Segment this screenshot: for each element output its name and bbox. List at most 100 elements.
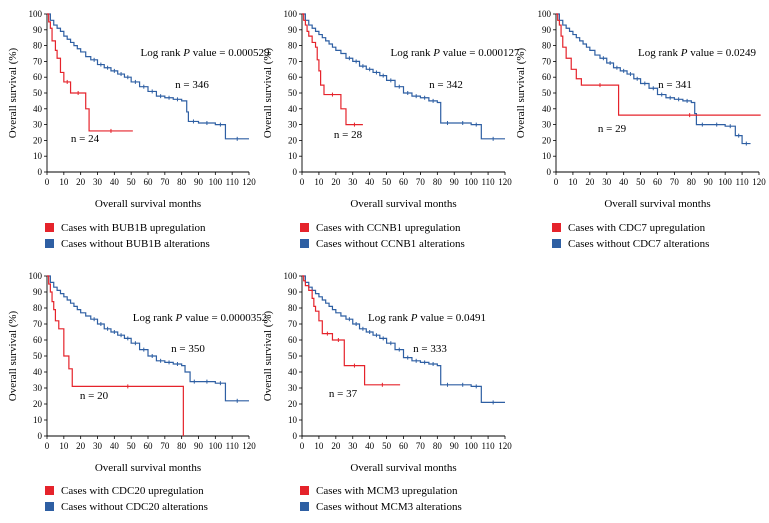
y-tick-label: 20 xyxy=(33,399,43,409)
legend-swatch-unaltered xyxy=(45,502,54,511)
x-tick-label: 0 xyxy=(300,441,305,451)
x-tick-label: 90 xyxy=(194,441,204,451)
x-tick-label: 70 xyxy=(160,177,170,187)
x-tick-label: 40 xyxy=(619,177,629,187)
legend-label-unaltered: Cases without CCNB1 alterations xyxy=(316,238,465,250)
unaltered-curve xyxy=(302,275,505,403)
y-tick-label: 0 xyxy=(293,431,298,441)
y-tick-label: 40 xyxy=(33,367,43,377)
km-panel-mcm3: 0 10 20 30 40 50 60 70 80 90 100 0 10 20 30 40 50 60 70 80 9… xyxy=(262,271,512,513)
x-tick-label: 40 xyxy=(110,177,120,187)
x-tick-label: 100 xyxy=(209,177,223,187)
n-label-unaltered: n = 346 xyxy=(175,79,209,91)
log-rank-annotation: Log rank P value = 0.000529 xyxy=(140,47,270,59)
x-tick-label: 120 xyxy=(242,177,256,187)
legend-label-upregulation: Cases with CDC20 upregulation xyxy=(61,485,204,497)
upregulation-curve xyxy=(302,13,363,126)
x-tick-label: 120 xyxy=(498,441,512,451)
x-tick-label: 40 xyxy=(365,177,375,187)
y-tick-label: 70 xyxy=(288,56,298,66)
x-tick-label: 20 xyxy=(585,177,595,187)
y-tick-label: 100 xyxy=(538,9,552,19)
x-tick-label: 120 xyxy=(752,177,766,187)
legend-label-upregulation: Cases with MCM3 upregulation xyxy=(316,485,458,497)
legend-label-unaltered: Cases without BUB1B alterations xyxy=(61,238,210,250)
legend-swatch-unaltered xyxy=(300,502,309,511)
y-tick-label: 10 xyxy=(288,151,298,161)
x-tick-label: 60 xyxy=(144,441,154,451)
x-tick-label: 70 xyxy=(416,177,426,187)
x-tick-label: 50 xyxy=(382,177,392,187)
y-tick-label: 10 xyxy=(288,415,298,425)
y-tick-label: 80 xyxy=(33,303,43,313)
n-label-unaltered: n = 333 xyxy=(413,343,447,355)
unaltered-curve xyxy=(47,13,249,140)
y-tick-label: 60 xyxy=(33,72,43,82)
x-tick-label: 30 xyxy=(93,441,103,451)
x-tick-label: 70 xyxy=(670,177,680,187)
y-axis-title: Overall survival (%) xyxy=(7,310,19,401)
x-tick-label: 10 xyxy=(314,441,324,451)
y-tick-label: 30 xyxy=(33,120,43,130)
y-axis-title: Overall survival (%) xyxy=(262,310,274,401)
y-tick-label: 0 xyxy=(547,167,552,177)
y-tick-label: 60 xyxy=(542,72,552,82)
unaltered-curve xyxy=(47,275,249,402)
y-tick-label: 70 xyxy=(33,319,43,329)
upregulation-curve xyxy=(302,275,401,386)
x-axis-title: Overall survival months xyxy=(95,198,201,210)
legend-label-upregulation: Cases with CDC7 upregulation xyxy=(568,222,706,234)
log-rank-annotation: Log rank P value = 0.0249 xyxy=(638,47,757,59)
legend-swatch-upregulation xyxy=(45,486,54,495)
y-tick-label: 30 xyxy=(288,383,298,393)
y-tick-label: 50 xyxy=(33,351,43,361)
y-tick-label: 0 xyxy=(38,431,43,441)
y-tick-label: 90 xyxy=(288,25,298,35)
x-tick-label: 80 xyxy=(177,177,187,187)
x-tick-label: 80 xyxy=(433,441,443,451)
legend-swatch-upregulation xyxy=(552,223,561,232)
y-tick-label: 100 xyxy=(29,271,43,281)
y-tick-label: 70 xyxy=(33,56,43,66)
log-rank-annotation: Log rank P value = 0.000127 xyxy=(390,47,520,59)
y-tick-label: 100 xyxy=(284,9,298,19)
y-tick-label: 20 xyxy=(288,399,298,409)
legend-label-unaltered: Cases without CDC20 alterations xyxy=(61,501,208,513)
unaltered-curve xyxy=(556,13,751,145)
y-tick-label: 50 xyxy=(288,88,298,98)
legend-swatch-unaltered xyxy=(552,239,561,248)
x-tick-label: 60 xyxy=(399,177,409,187)
y-tick-label: 50 xyxy=(288,351,298,361)
y-tick-label: 70 xyxy=(542,56,552,66)
x-tick-label: 20 xyxy=(76,177,86,187)
x-tick-label: 80 xyxy=(433,177,443,187)
x-tick-label: 110 xyxy=(481,177,495,187)
x-tick-label: 50 xyxy=(382,441,392,451)
km-panel-cdc7: 0 10 20 30 40 50 60 70 80 90 100 0 10 20 30 40 50 60 70 80 9… xyxy=(515,9,766,250)
legend-swatch-upregulation xyxy=(300,486,309,495)
legend-swatch-unaltered xyxy=(300,239,309,248)
x-tick-label: 30 xyxy=(348,441,358,451)
x-tick-label: 10 xyxy=(59,441,69,451)
y-tick-label: 90 xyxy=(288,287,298,297)
x-tick-label: 50 xyxy=(127,177,137,187)
km-panel-cdc20: 0 10 20 30 40 50 60 70 80 90 100 0 10 20 30 40 50 60 70 80 9… xyxy=(7,271,267,513)
y-tick-label: 10 xyxy=(33,151,43,161)
km-panel-bub1b: 0 10 20 30 40 50 60 70 80 90 100 0 10 20 30 40 50 60 70 80 9… xyxy=(7,9,270,250)
y-tick-label: 0 xyxy=(38,167,43,177)
x-tick-label: 40 xyxy=(110,441,120,451)
y-tick-label: 0 xyxy=(293,167,298,177)
y-tick-label: 40 xyxy=(288,367,298,377)
km-panel-ccnb1: 0 10 20 30 40 50 60 70 80 90 100 0 10 20 30 40 50 60 70 80 9… xyxy=(262,9,520,250)
legend-label-upregulation: Cases with CCNB1 upregulation xyxy=(316,222,461,234)
x-tick-label: 0 xyxy=(45,441,50,451)
x-tick-label: 90 xyxy=(450,441,460,451)
x-tick-label: 100 xyxy=(209,441,223,451)
y-tick-label: 90 xyxy=(33,25,43,35)
x-tick-label: 60 xyxy=(144,177,154,187)
x-tick-label: 30 xyxy=(348,177,358,187)
n-label-upregulation: n = 29 xyxy=(598,123,627,135)
y-axis-title: Overall survival (%) xyxy=(7,47,19,138)
x-tick-label: 90 xyxy=(704,177,714,187)
